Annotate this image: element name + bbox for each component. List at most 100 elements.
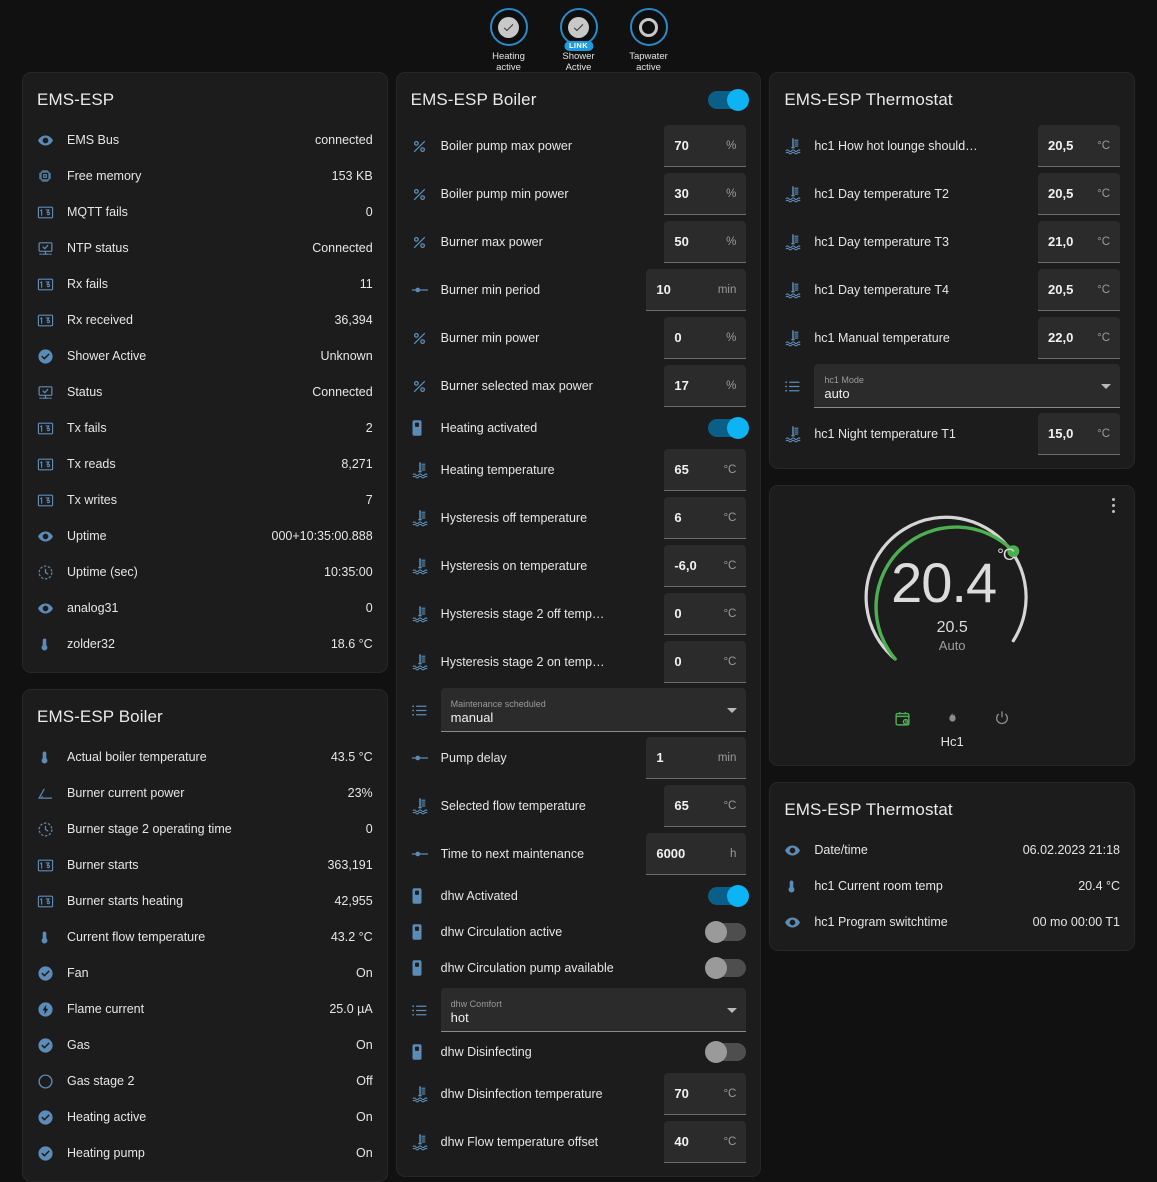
list-item[interactable]: Burner stage 2 operating time 0 [37, 811, 373, 847]
list-item[interactable]: Tx reads 8,271 [37, 446, 373, 482]
number-input[interactable]: 70 °C [664, 1073, 747, 1115]
number-field-row[interactable]: dhw Flow temperature offset 40 °C [411, 1118, 747, 1166]
list-item[interactable]: zolder32 18.6 °C [37, 626, 373, 662]
select-row[interactable]: Maintenance scheduled manual [411, 686, 747, 734]
list-item[interactable]: NTP status Connected [37, 230, 373, 266]
number-field-row[interactable]: Hysteresis off temperature 6 °C [411, 494, 747, 542]
list-item[interactable]: Shower Active Unknown [37, 338, 373, 374]
list-item[interactable]: Uptime (sec) 10:35:00 [37, 554, 373, 590]
number-field-row[interactable]: Pump delay 1 min [411, 734, 747, 782]
number-field-row[interactable]: hc1 Manual temperature 22,0 °C [784, 314, 1121, 362]
list-item[interactable]: hc1 Program switchtime 00 mo 00:00 T1 [784, 904, 1120, 940]
boiler-master-toggle[interactable] [708, 89, 750, 111]
list-item[interactable]: Burner starts heating 42,955 [37, 883, 373, 919]
number-input[interactable]: 20,5 °C [1038, 125, 1121, 167]
list-item[interactable]: hc1 Current room temp 20.4 °C [784, 868, 1120, 904]
number-field-row[interactable]: Hysteresis stage 2 off temp… 0 °C [411, 590, 747, 638]
toggle-switch[interactable] [705, 1041, 747, 1063]
number-field-row[interactable]: Burner max power 50% [411, 218, 747, 266]
number-input[interactable]: 50% [664, 221, 747, 263]
chevron-down-icon[interactable] [727, 1007, 738, 1013]
number-input[interactable]: 20,5 °C [1038, 173, 1121, 215]
list-item[interactable]: Burner current power 23% [37, 775, 373, 811]
number-input[interactable]: 1 min [646, 737, 747, 779]
list-item[interactable]: Uptime 000+10:35:00.888 [37, 518, 373, 554]
toggle-switch[interactable] [708, 885, 750, 907]
number-input[interactable]: 6 °C [664, 497, 747, 539]
status-badge-tapwater[interactable]: Tapwater active [621, 8, 677, 73]
number-input[interactable]: 6000 h [646, 833, 747, 875]
list-item[interactable]: Fan On [37, 955, 373, 991]
power-icon[interactable] [992, 708, 1012, 728]
number-field-row[interactable]: Burner min period 10 min [411, 266, 747, 314]
number-input[interactable]: 10 min [646, 269, 747, 311]
kebab-menu-icon[interactable] [1106, 498, 1120, 513]
number-field-row[interactable]: hc1 Day temperature T4 20,5 °C [784, 266, 1121, 314]
number-input[interactable]: 22,0 °C [1038, 317, 1121, 359]
list-item[interactable]: Gas On [37, 1027, 373, 1063]
select-field[interactable]: Maintenance scheduled manual [440, 688, 747, 732]
toggle-row[interactable]: dhw Circulation active [411, 914, 747, 950]
number-input[interactable]: 20,5 °C [1038, 269, 1121, 311]
number-input[interactable]: 0 °C [664, 641, 747, 683]
select-field[interactable]: hc1 Mode auto [814, 364, 1121, 408]
heating-active-ring[interactable] [489, 8, 528, 46]
number-input[interactable]: 40 °C [664, 1121, 747, 1163]
number-field-row[interactable]: Burner min power 0% [411, 314, 747, 362]
list-item[interactable]: Flame current 25.0 µA [37, 991, 373, 1027]
shower-active-ring[interactable]: LINK [559, 8, 598, 51]
number-field-row[interactable]: hc1 Day temperature T3 21,0 °C [784, 218, 1121, 266]
toggle-switch[interactable] [705, 957, 747, 979]
number-field-row[interactable]: dhw Disinfection temperature 70 °C [411, 1070, 747, 1118]
number-field-row[interactable]: hc1 Day temperature T2 20,5 °C [784, 170, 1121, 218]
list-item[interactable]: Heating pump On [37, 1135, 373, 1171]
number-field-row[interactable]: Hysteresis stage 2 on temp… 0 °C [411, 638, 747, 686]
select-row[interactable]: hc1 Mode auto [784, 362, 1121, 410]
number-field-row[interactable]: Heating temperature 65 °C [411, 446, 747, 494]
number-input[interactable]: 70% [664, 125, 747, 167]
list-item[interactable]: Gas stage 2 Off [37, 1063, 373, 1099]
toggle-row[interactable]: dhw Circulation pump available [411, 950, 747, 986]
list-item[interactable]: MQTT fails 0 [37, 194, 373, 230]
toggle-row[interactable]: dhw Disinfecting [411, 1034, 747, 1070]
flame-icon[interactable] [942, 708, 962, 728]
number-field-row[interactable]: hc1 How hot lounge should… 20,5 °C [784, 122, 1121, 170]
number-input[interactable]: 0 °C [664, 593, 747, 635]
select-row[interactable]: dhw Comfort hot [411, 986, 747, 1034]
number-field-row[interactable]: hc1 Night temperature T1 15,0 °C [784, 410, 1121, 458]
calendar-clock-icon[interactable] [892, 708, 912, 728]
list-item[interactable]: Tx fails 2 [37, 410, 373, 446]
list-item[interactable]: Free memory 153 KB [37, 158, 373, 194]
list-item[interactable]: Date/time 06.02.2023 21:18 [784, 832, 1120, 868]
list-item[interactable]: Burner starts 363,191 [37, 847, 373, 883]
chevron-down-icon[interactable] [727, 707, 738, 713]
number-field-row[interactable]: Boiler pump max power 70% [411, 122, 747, 170]
list-item[interactable]: Rx fails 11 [37, 266, 373, 302]
list-item[interactable]: Heating active On [37, 1099, 373, 1135]
number-field-row[interactable]: Hysteresis on temperature -6,0 °C [411, 542, 747, 590]
chevron-down-icon[interactable] [1101, 383, 1112, 389]
list-item[interactable]: Tx writes 7 [37, 482, 373, 518]
thermostat-dial[interactable]: 20.4°C 20.5 Auto [852, 502, 1052, 702]
toggle-switch[interactable] [708, 417, 750, 439]
list-item[interactable]: analog31 0 [37, 590, 373, 626]
number-input[interactable]: 65 °C [664, 785, 747, 827]
number-field-row[interactable]: Boiler pump min power 30% [411, 170, 747, 218]
number-input[interactable]: 0% [664, 317, 747, 359]
list-item[interactable]: Actual boiler temperature 43.5 °C [37, 739, 373, 775]
toggle-row[interactable]: dhw Activated [411, 878, 750, 914]
list-item[interactable]: Status Connected [37, 374, 373, 410]
status-badge-shower[interactable]: LINK Shower Active [551, 8, 607, 73]
list-item[interactable]: Current flow temperature 43.2 °C [37, 919, 373, 955]
list-item[interactable]: EMS Bus connected [37, 122, 373, 158]
tapwater-active-ring[interactable] [629, 8, 668, 46]
list-item[interactable]: Rx received 36,394 [37, 302, 373, 338]
number-input[interactable]: 17% [664, 365, 747, 407]
select-field[interactable]: dhw Comfort hot [440, 988, 747, 1032]
number-field-row[interactable]: Burner selected max power 17% [411, 362, 747, 410]
number-input[interactable]: 65 °C [664, 449, 747, 491]
number-field-row[interactable]: Time to next maintenance 6000 h [411, 830, 747, 878]
number-input[interactable]: 15,0 °C [1038, 413, 1121, 455]
toggle-row[interactable]: Heating activated [411, 410, 750, 446]
number-field-row[interactable]: Selected flow temperature 65 °C [411, 782, 747, 830]
